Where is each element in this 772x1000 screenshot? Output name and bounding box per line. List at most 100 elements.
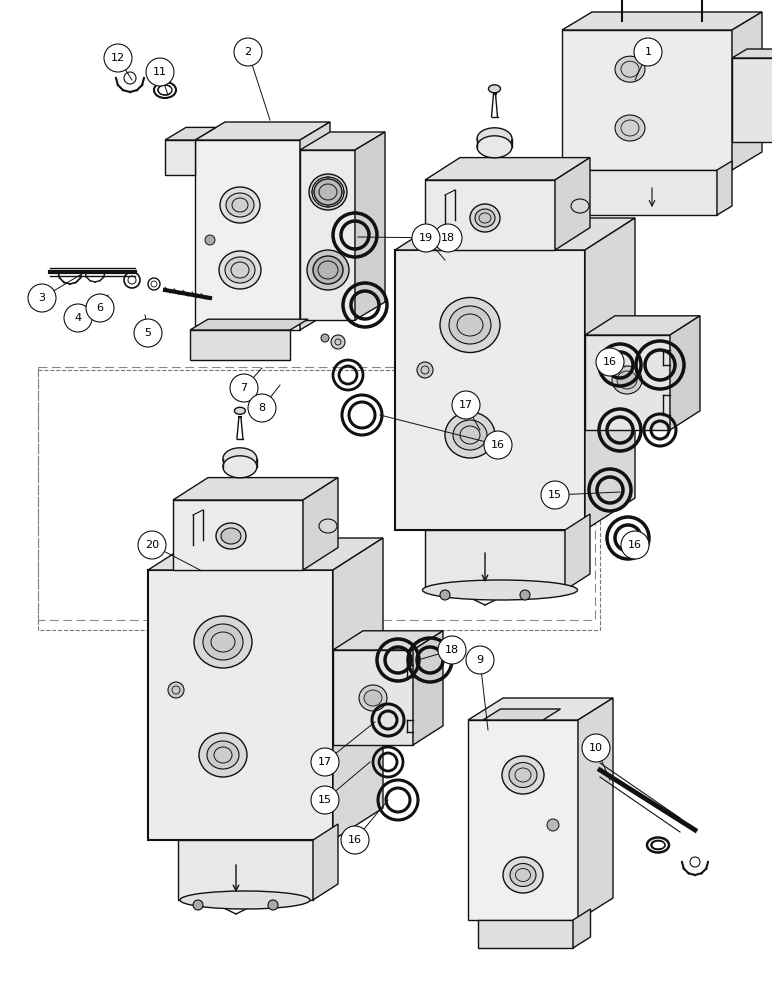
- Polygon shape: [173, 478, 338, 500]
- Ellipse shape: [307, 250, 349, 290]
- Polygon shape: [478, 920, 573, 948]
- Polygon shape: [148, 570, 333, 840]
- Ellipse shape: [449, 306, 491, 344]
- Polygon shape: [425, 530, 565, 590]
- Ellipse shape: [199, 733, 247, 777]
- Polygon shape: [333, 631, 443, 650]
- Polygon shape: [395, 250, 585, 530]
- Polygon shape: [300, 150, 355, 320]
- Text: 18: 18: [441, 233, 455, 243]
- Polygon shape: [483, 709, 560, 720]
- Text: 6: 6: [96, 303, 103, 313]
- Circle shape: [582, 734, 610, 762]
- Text: 7: 7: [240, 383, 248, 393]
- Polygon shape: [425, 158, 590, 180]
- Circle shape: [168, 682, 184, 698]
- Ellipse shape: [223, 456, 257, 478]
- Circle shape: [520, 590, 530, 600]
- Ellipse shape: [571, 199, 589, 213]
- Text: 17: 17: [318, 757, 332, 767]
- Ellipse shape: [510, 863, 536, 886]
- Text: 18: 18: [445, 645, 459, 655]
- Circle shape: [341, 826, 369, 854]
- Polygon shape: [732, 12, 762, 170]
- Text: 12: 12: [111, 53, 125, 63]
- Polygon shape: [190, 330, 290, 360]
- Ellipse shape: [359, 685, 387, 711]
- Ellipse shape: [502, 756, 544, 794]
- Ellipse shape: [203, 624, 243, 660]
- Circle shape: [268, 900, 278, 910]
- Text: 10: 10: [589, 743, 603, 753]
- Polygon shape: [717, 161, 732, 215]
- Polygon shape: [195, 122, 330, 140]
- Ellipse shape: [617, 371, 637, 389]
- Ellipse shape: [194, 616, 252, 668]
- Polygon shape: [190, 319, 308, 330]
- Polygon shape: [565, 514, 590, 590]
- Text: 11: 11: [153, 67, 167, 77]
- Circle shape: [205, 235, 215, 245]
- Circle shape: [484, 431, 512, 459]
- Polygon shape: [303, 478, 338, 570]
- Text: 15: 15: [318, 795, 332, 805]
- Text: 17: 17: [459, 400, 473, 410]
- Circle shape: [138, 531, 166, 559]
- Text: 3: 3: [39, 293, 46, 303]
- Ellipse shape: [207, 741, 239, 769]
- Circle shape: [621, 531, 649, 559]
- Ellipse shape: [615, 115, 645, 141]
- Ellipse shape: [477, 128, 512, 150]
- Polygon shape: [173, 500, 303, 570]
- Ellipse shape: [225, 257, 255, 283]
- Ellipse shape: [477, 136, 512, 158]
- Circle shape: [417, 362, 433, 378]
- Ellipse shape: [615, 56, 645, 82]
- Ellipse shape: [309, 174, 347, 210]
- Ellipse shape: [422, 580, 577, 600]
- Circle shape: [64, 304, 92, 332]
- Text: 20: 20: [145, 540, 159, 550]
- Ellipse shape: [221, 528, 241, 544]
- Polygon shape: [468, 698, 613, 720]
- Circle shape: [230, 374, 258, 402]
- Polygon shape: [425, 180, 555, 250]
- Ellipse shape: [180, 891, 310, 909]
- Polygon shape: [587, 170, 717, 215]
- Text: 2: 2: [245, 47, 252, 57]
- Text: 4: 4: [74, 313, 82, 323]
- Polygon shape: [355, 132, 385, 320]
- Ellipse shape: [226, 193, 254, 217]
- Circle shape: [134, 319, 162, 347]
- Ellipse shape: [445, 412, 495, 458]
- Text: 5: 5: [144, 328, 151, 338]
- Circle shape: [547, 819, 559, 831]
- Circle shape: [596, 348, 624, 376]
- Circle shape: [234, 38, 262, 66]
- Circle shape: [193, 900, 203, 910]
- Polygon shape: [300, 122, 330, 330]
- Ellipse shape: [219, 251, 261, 289]
- Ellipse shape: [612, 366, 642, 394]
- Polygon shape: [333, 650, 413, 745]
- Text: 16: 16: [491, 440, 505, 450]
- Polygon shape: [300, 132, 385, 150]
- Circle shape: [438, 636, 466, 664]
- Ellipse shape: [503, 857, 543, 893]
- Text: 19: 19: [419, 233, 433, 243]
- Polygon shape: [395, 218, 635, 250]
- Polygon shape: [585, 316, 700, 335]
- Text: 15: 15: [548, 490, 562, 500]
- Polygon shape: [562, 12, 762, 30]
- Polygon shape: [333, 538, 383, 840]
- Circle shape: [466, 646, 494, 674]
- Circle shape: [86, 294, 114, 322]
- Polygon shape: [732, 49, 772, 58]
- Ellipse shape: [509, 762, 537, 788]
- Ellipse shape: [313, 256, 343, 284]
- Polygon shape: [585, 335, 670, 430]
- Polygon shape: [313, 824, 338, 900]
- Circle shape: [452, 391, 480, 419]
- Polygon shape: [670, 316, 700, 430]
- Polygon shape: [585, 218, 635, 530]
